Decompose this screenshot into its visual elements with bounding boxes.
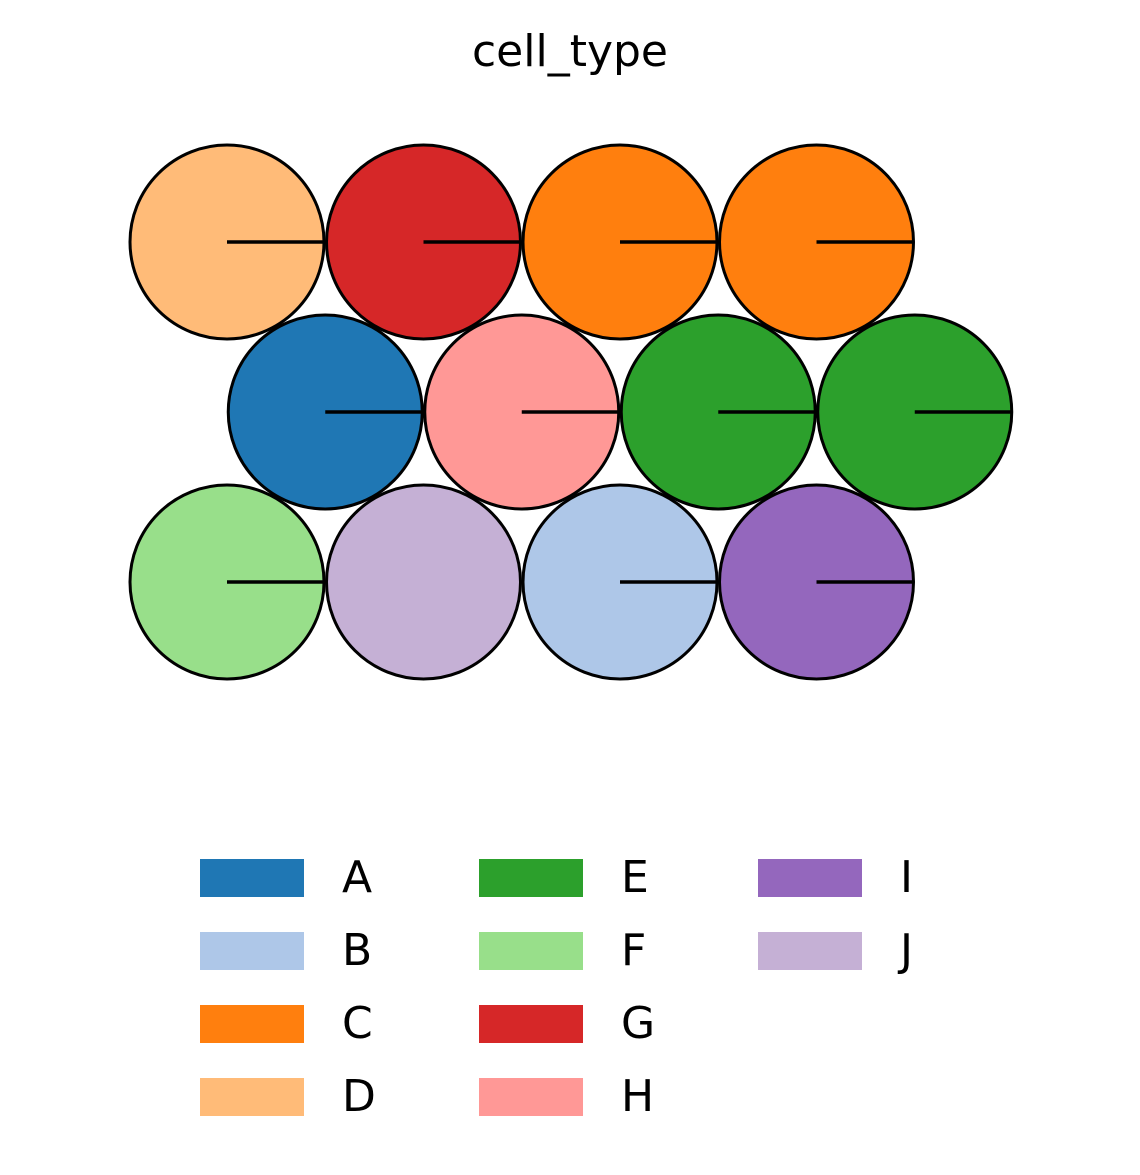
legend-swatch	[200, 859, 304, 897]
legend-item-c: C	[200, 1001, 373, 1047]
legend-label: G	[621, 998, 656, 1049]
legend-item-j: J	[758, 928, 913, 974]
legend-label: A	[342, 852, 373, 903]
legend-label: J	[900, 925, 913, 976]
legend-item-f: F	[479, 928, 646, 974]
legend-item-b: B	[200, 928, 372, 974]
cell-0-2	[521, 143, 719, 341]
legend-swatch	[479, 1078, 583, 1116]
cell-0-3	[718, 143, 915, 341]
legend-item-h: H	[479, 1074, 654, 1120]
cell-0-1	[325, 143, 522, 341]
cell-2-0	[128, 483, 326, 681]
legend-swatch	[758, 932, 862, 970]
cell-2-3	[718, 483, 915, 681]
cell-1-2	[619, 313, 817, 511]
cell-2-2	[521, 483, 719, 681]
legend-item-i: I	[758, 855, 913, 901]
legend-swatch	[479, 932, 583, 970]
legend-label: E	[621, 852, 649, 903]
legend-item-e: E	[479, 855, 649, 901]
legend-item-a: A	[200, 855, 372, 901]
hex-plot	[128, 143, 1014, 681]
cell-1-3	[816, 313, 1014, 511]
legend-swatch	[758, 859, 862, 897]
cell-1-1	[423, 313, 621, 511]
cell-0-0	[128, 143, 326, 341]
legend-label: H	[621, 1071, 655, 1122]
legend-swatch	[200, 1078, 304, 1116]
legend-swatch	[200, 932, 304, 970]
legend-swatch	[479, 859, 583, 897]
cell-circle-J	[325, 483, 522, 681]
legend-label: C	[342, 998, 373, 1049]
legend-label: I	[900, 852, 913, 903]
legend-item-d: D	[200, 1074, 376, 1120]
cell-2-1	[325, 483, 522, 681]
legend-item-g: G	[479, 1001, 655, 1047]
legend-swatch	[479, 1005, 583, 1043]
legend-swatch	[200, 1005, 304, 1043]
legend-label: D	[342, 1071, 376, 1122]
cell-1-0	[226, 313, 424, 511]
chart-title: cell_type	[471, 26, 668, 77]
legend-label: B	[342, 925, 373, 976]
legend-label: F	[621, 925, 647, 976]
